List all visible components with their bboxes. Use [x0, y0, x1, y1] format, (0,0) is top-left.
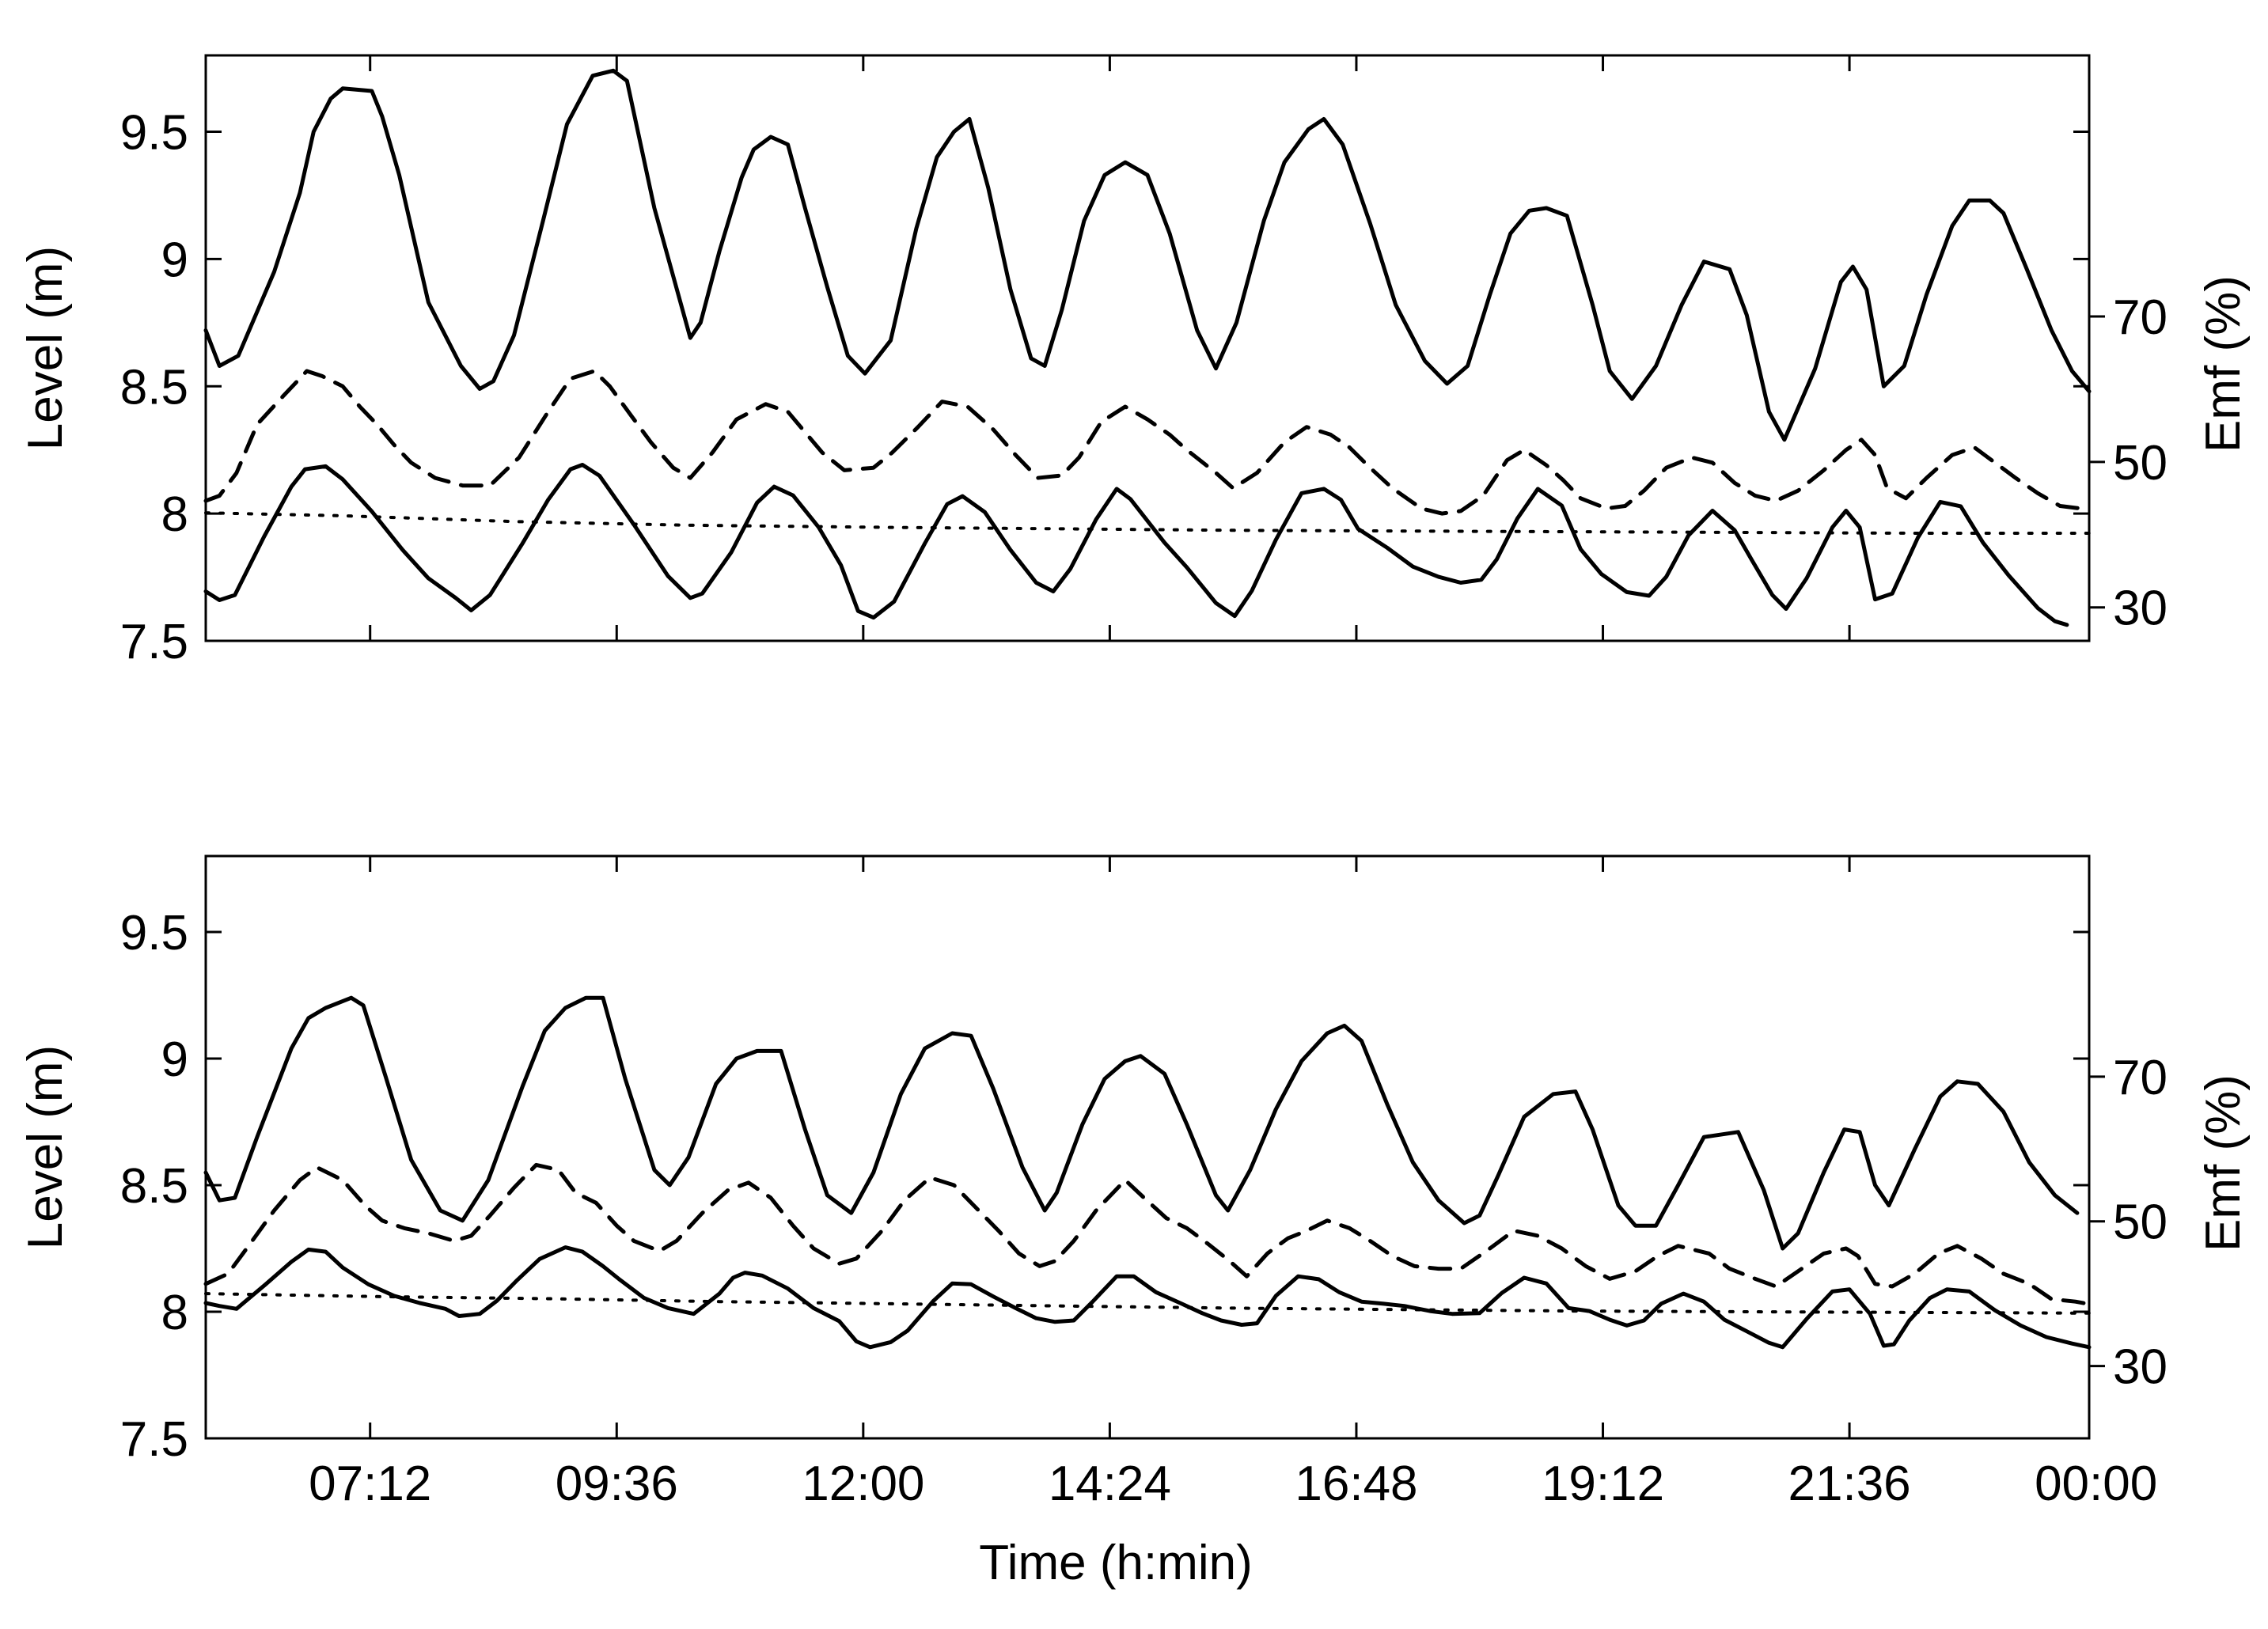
x-tick-label: 14:24 — [1049, 1457, 1171, 1511]
y2-tick-label: 30 — [2113, 1340, 2167, 1395]
y2-tick-label: 30 — [2113, 582, 2167, 636]
y-axis-title: Level (m) — [18, 246, 73, 450]
y2-tick-label: 70 — [2113, 290, 2167, 345]
x-tick-label: 16:48 — [1295, 1457, 1417, 1511]
y-tick-label: 9.5 — [120, 906, 188, 960]
x-tick-label: 19:12 — [1542, 1457, 1664, 1511]
y-tick-label: 9.5 — [120, 106, 188, 161]
series-line-right-solid-2 — [203, 463, 2069, 627]
x-tick-label: 00:00 — [2035, 1457, 2157, 1511]
x-tick-label: 09:36 — [556, 1457, 678, 1511]
y-tick-label: 9 — [161, 1032, 188, 1087]
y-tick-label: 7.5 — [120, 615, 188, 669]
y-tick-label: 8 — [161, 1286, 188, 1340]
y2-tick-label: 50 — [2113, 1195, 2167, 1250]
x-tick-label: 12:00 — [802, 1457, 924, 1511]
series-line-left-solid-0 — [203, 995, 2080, 1251]
y-tick-label: 9 — [161, 233, 188, 287]
series-line-left-solid-0 — [203, 68, 2092, 442]
series-line-right-solid-2 — [203, 1245, 2092, 1350]
y-tick-label: 8.5 — [120, 360, 188, 415]
series-line-left-dashed-1 — [203, 369, 2092, 516]
y2-axis-title: Emf (%) — [2196, 1074, 2251, 1252]
y2-tick-label: 70 — [2113, 1051, 2167, 1105]
y-tick-label: 7.5 — [120, 1412, 188, 1467]
y-tick-label: 8 — [161, 487, 188, 542]
x-tick-label: 21:36 — [1788, 1457, 1911, 1511]
series-line-right-dotted-3 — [204, 511, 2091, 535]
series-line-left-dashed-1 — [203, 1162, 2092, 1306]
plot-frame — [204, 854, 2091, 1440]
y2-axis-title: Emf (%) — [2196, 275, 2251, 453]
x-tick-label: 07:12 — [309, 1457, 431, 1511]
y-axis-title: Level (m) — [18, 1045, 73, 1249]
plot-frame — [204, 54, 2091, 642]
panel-bottom: 7.5 8 8.5 9 9.5 30 50 70 07:12 09:36 12:00 14:24 16:… — [18, 854, 2251, 1590]
series-line-right-dotted-3 — [204, 1292, 2091, 1315]
y2-tick-label: 50 — [2113, 436, 2167, 491]
panel-top: 7.5 8 8.5 9 9.5 30 50 70 Level (m) Emf (%) — [18, 54, 2251, 669]
y-tick-label: 8.5 — [120, 1159, 188, 1214]
x-axis-title: Time (h:min) — [979, 1536, 1253, 1590]
